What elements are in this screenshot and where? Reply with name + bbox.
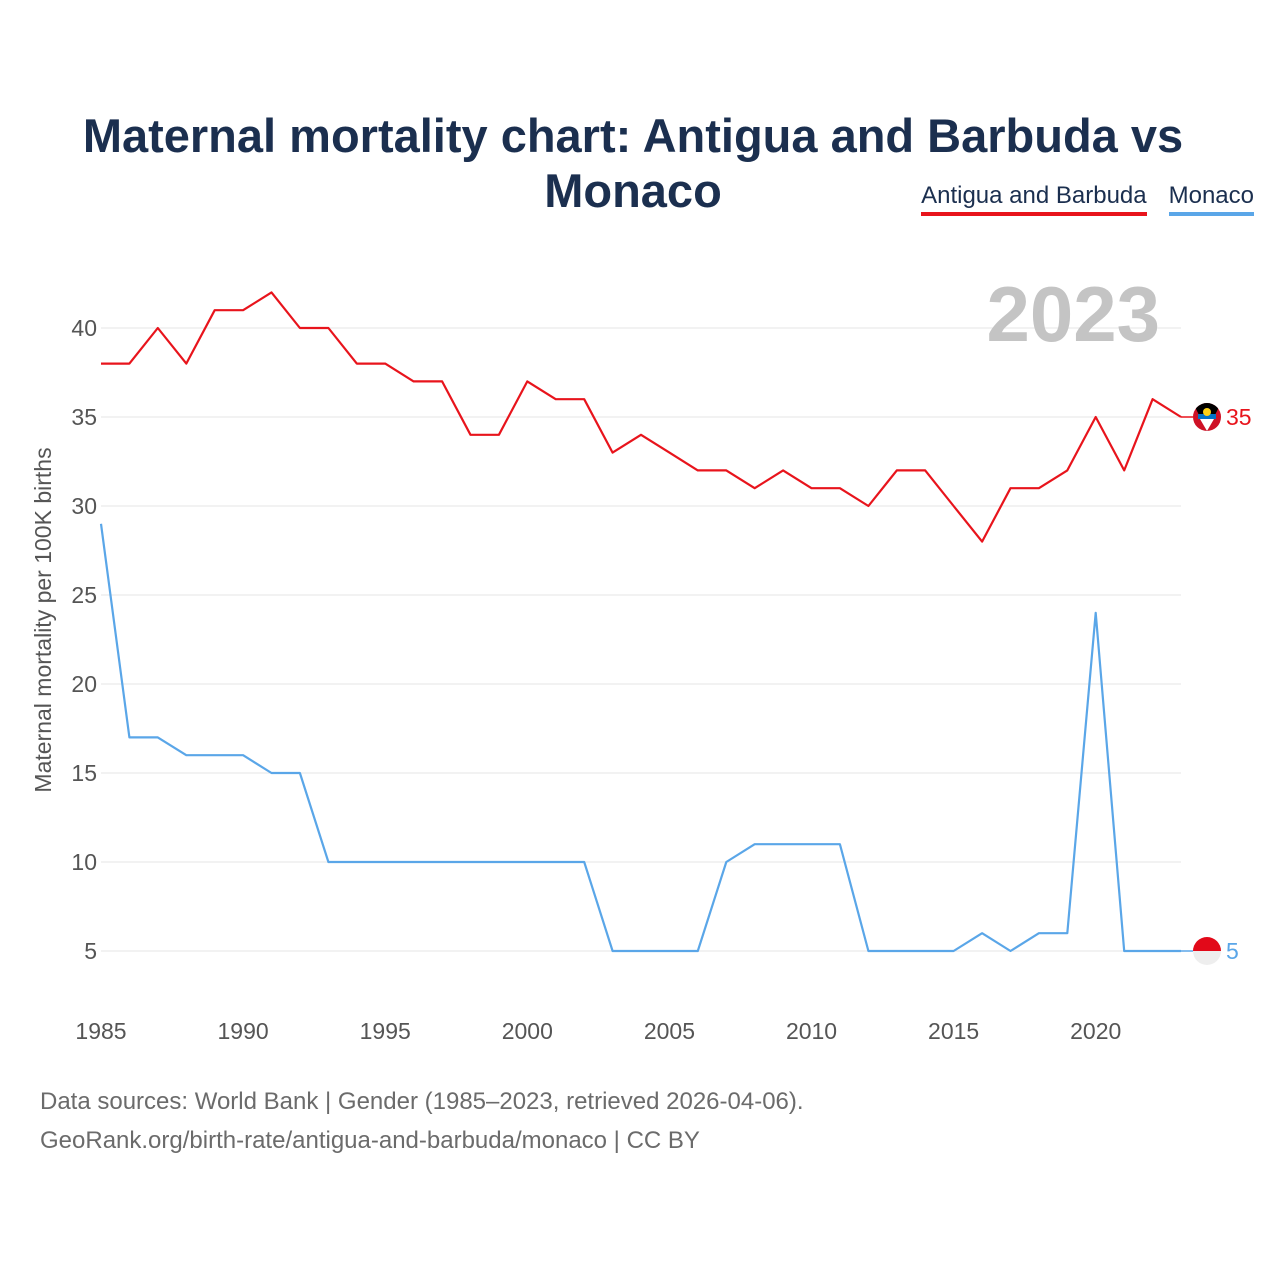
gridlines bbox=[101, 327, 1181, 952]
y-tick-label: 20 bbox=[71, 671, 97, 697]
source-line-1: Data sources: World Bank | Gender (1985–… bbox=[40, 1088, 804, 1115]
x-tick-label: 2015 bbox=[928, 1018, 979, 1044]
x-tick-label: 1985 bbox=[75, 1018, 126, 1044]
y-tick-label: 10 bbox=[71, 849, 97, 875]
line-chart: 5 10 15 20 25 30 35 40 1985 1990 1995 2000 2005 2010… bbox=[30, 270, 1252, 1044]
x-tick-label: 1995 bbox=[360, 1018, 411, 1044]
x-tick-label: 2005 bbox=[644, 1018, 695, 1044]
x-tick-label: 2000 bbox=[502, 1018, 553, 1044]
end-value-label: 35 bbox=[1226, 404, 1252, 430]
y-tick-label: 40 bbox=[71, 315, 97, 341]
x-tick-label: 1990 bbox=[218, 1018, 269, 1044]
chart-title: Maternal mortality chart: Antigua and Ba… bbox=[82, 109, 1184, 217]
x-axis-ticks: 1985 1990 1995 2000 2005 2010 2015 2020 bbox=[75, 1018, 1121, 1044]
y-tick-label: 35 bbox=[71, 404, 97, 430]
source-line-2: GeoRank.org/birth-rate/antigua-and-barbu… bbox=[40, 1127, 700, 1154]
monaco-flag-icon bbox=[1193, 937, 1221, 965]
series-lines bbox=[99, 291, 1182, 953]
y-tick-label: 5 bbox=[84, 938, 97, 964]
legend-item-monaco[interactable]: Monaco bbox=[1168, 182, 1254, 216]
y-axis-label: Maternal mortality per 100K births bbox=[30, 447, 56, 792]
end-value-label: 5 bbox=[1226, 938, 1239, 964]
y-tick-label: 25 bbox=[71, 582, 97, 608]
year-label: 2023 bbox=[986, 270, 1160, 358]
antigua-flag-icon bbox=[1193, 403, 1221, 431]
y-tick-label: 15 bbox=[71, 760, 97, 786]
end-markers: 35 5 bbox=[1181, 403, 1252, 965]
series-line-monaco bbox=[99, 523, 1181, 953]
y-axis-ticks: 5 10 15 20 25 30 35 40 bbox=[71, 315, 97, 964]
legend-item-antigua-and-barbuda[interactable]: Antigua and Barbuda bbox=[921, 182, 1147, 216]
x-tick-label: 2020 bbox=[1070, 1018, 1121, 1044]
series-line-antigua-and-barbuda bbox=[101, 291, 1182, 543]
y-tick-label: 30 bbox=[71, 493, 97, 519]
x-tick-label: 2010 bbox=[786, 1018, 837, 1044]
legend: Antigua and Barbuda Monaco bbox=[921, 182, 1254, 216]
